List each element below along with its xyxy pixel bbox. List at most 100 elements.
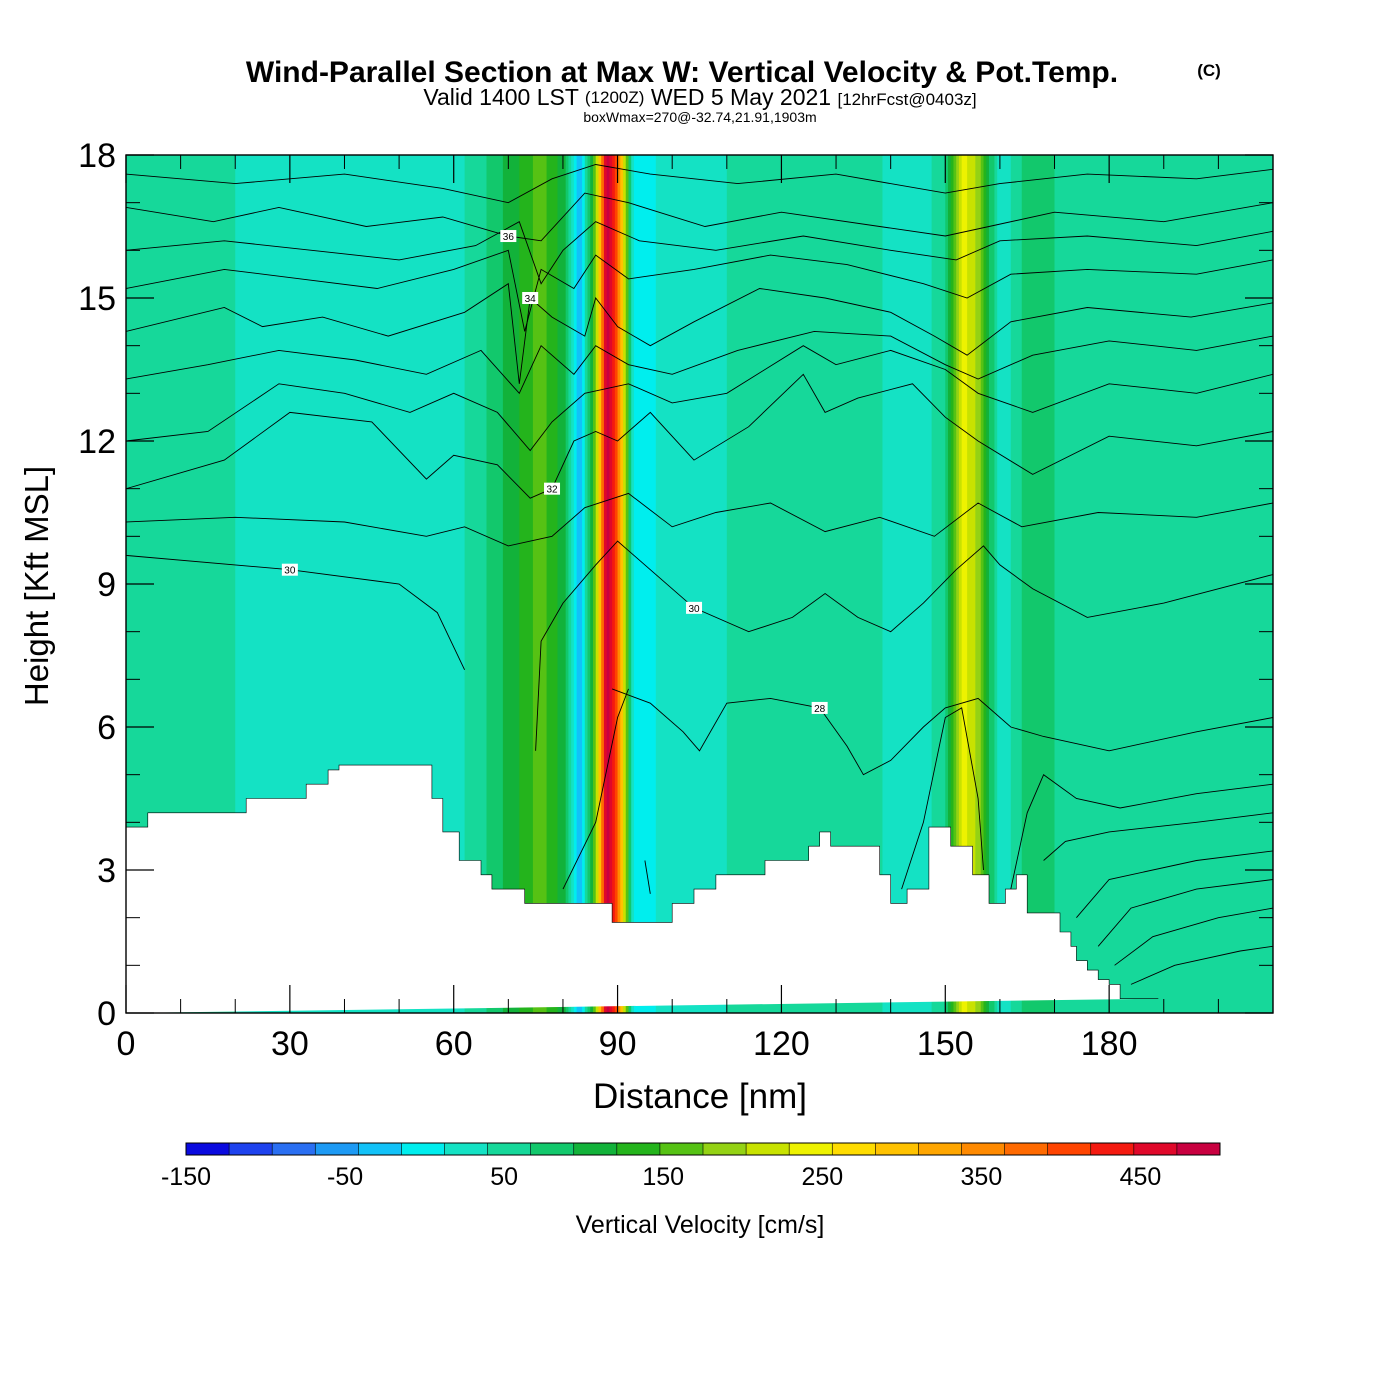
velocity-column [1185,155,1189,1013]
velocity-column [715,155,720,1013]
velocity-column [1237,155,1241,1013]
velocity-column [797,155,802,1013]
velocity-column [958,155,963,1013]
velocity-column [371,155,376,1013]
velocity-column [1169,155,1173,1013]
velocity-column [456,155,460,1013]
colorbar-tick-label: 450 [1120,1163,1162,1191]
velocity-column [385,155,389,1013]
velocity-column [1158,155,1162,1013]
velocity-column [1196,155,1200,1013]
velocity-column [1081,155,1086,1013]
velocity-column [822,155,826,1013]
velocity-column [511,155,515,1013]
velocity-column [1161,155,1165,1013]
plot-area [126,155,1273,1013]
velocity-column [210,155,214,1013]
velocity-column [429,155,433,1013]
velocity-column [420,155,425,1013]
velocity-column [1223,155,1228,1013]
velocity-column [278,155,283,1013]
velocity-column [199,155,204,1013]
x-tick-label: 150 [917,1025,974,1063]
velocity-column [295,155,299,1013]
theta-contour-label: 32 [544,482,561,496]
velocity-column [729,155,733,1013]
contour-label-box [281,563,298,576]
velocity-column [1002,155,1006,1013]
velocity-column [445,155,449,1013]
velocity-column [625,155,630,1013]
velocity-column [983,155,987,1013]
velocity-column [470,155,474,1013]
velocity-column [680,155,684,1013]
velocity-column [795,155,799,1013]
velocity-column [268,155,272,1013]
velocity-column [991,155,996,1013]
velocity-column [481,155,485,1013]
colorbar-segment [1133,1143,1178,1155]
velocity-column [541,155,545,1013]
velocity-column [743,155,747,1013]
velocity-column [942,155,946,1013]
x-tick-label: 30 [271,1025,309,1063]
velocity-column [235,155,239,1013]
velocity-column [1193,155,1198,1013]
velocity-column [721,155,725,1013]
velocity-column [546,155,550,1013]
velocity-column [549,155,553,1013]
velocity-column [882,155,886,1013]
contour-label-box [686,601,703,614]
velocity-column [197,155,201,1013]
velocity-column [737,155,742,1013]
velocity-column [582,155,586,1013]
velocity-column [1207,155,1211,1013]
x-tick-label: 180 [1081,1025,1138,1063]
theta-contour-line [126,192,1273,242]
contour-label-box [500,230,517,243]
contour-label-text: 36 [503,232,515,243]
velocity-column [631,155,635,1013]
velocity-column [1242,155,1247,1013]
velocity-column [978,155,982,1013]
velocity-column [609,155,613,1013]
velocity-column [289,155,294,1013]
velocity-column [1062,155,1067,1013]
velocity-column [360,155,365,1013]
velocity-column [248,155,253,1013]
colorbar-segment [573,1143,618,1155]
velocity-column [298,155,302,1013]
velocity-column [915,155,919,1013]
velocity-column [759,155,763,1013]
velocity-column [1013,155,1017,1013]
velocity-column [169,155,174,1013]
velocity-column [969,155,974,1013]
theta-contour-label: 28 [811,701,828,715]
velocity-column [893,155,897,1013]
velocity-column [877,155,881,1013]
velocity-column [532,155,537,1013]
velocity-column [202,155,206,1013]
colorbar-segment [186,1143,230,1155]
velocity-column [172,155,176,1013]
velocity-column [658,155,662,1013]
velocity-column [319,155,324,1013]
velocity-column [775,155,780,1013]
velocity-column [710,155,714,1013]
velocity-column [590,155,594,1013]
velocity-column [871,155,875,1013]
theta-contour-line [1043,812,1273,861]
velocity-column [377,155,381,1013]
velocity-column [366,155,370,1013]
velocity-column [265,155,269,1013]
velocity-column [418,155,422,1013]
velocity-column [926,155,930,1013]
velocity-column [704,155,709,1013]
velocity-column [735,155,739,1013]
velocity-column [393,155,397,1013]
velocity-column [557,155,561,1013]
velocity-column [437,155,441,1013]
velocity-column [1144,155,1148,1013]
velocity-column [811,155,815,1013]
velocity-column [486,155,490,1013]
